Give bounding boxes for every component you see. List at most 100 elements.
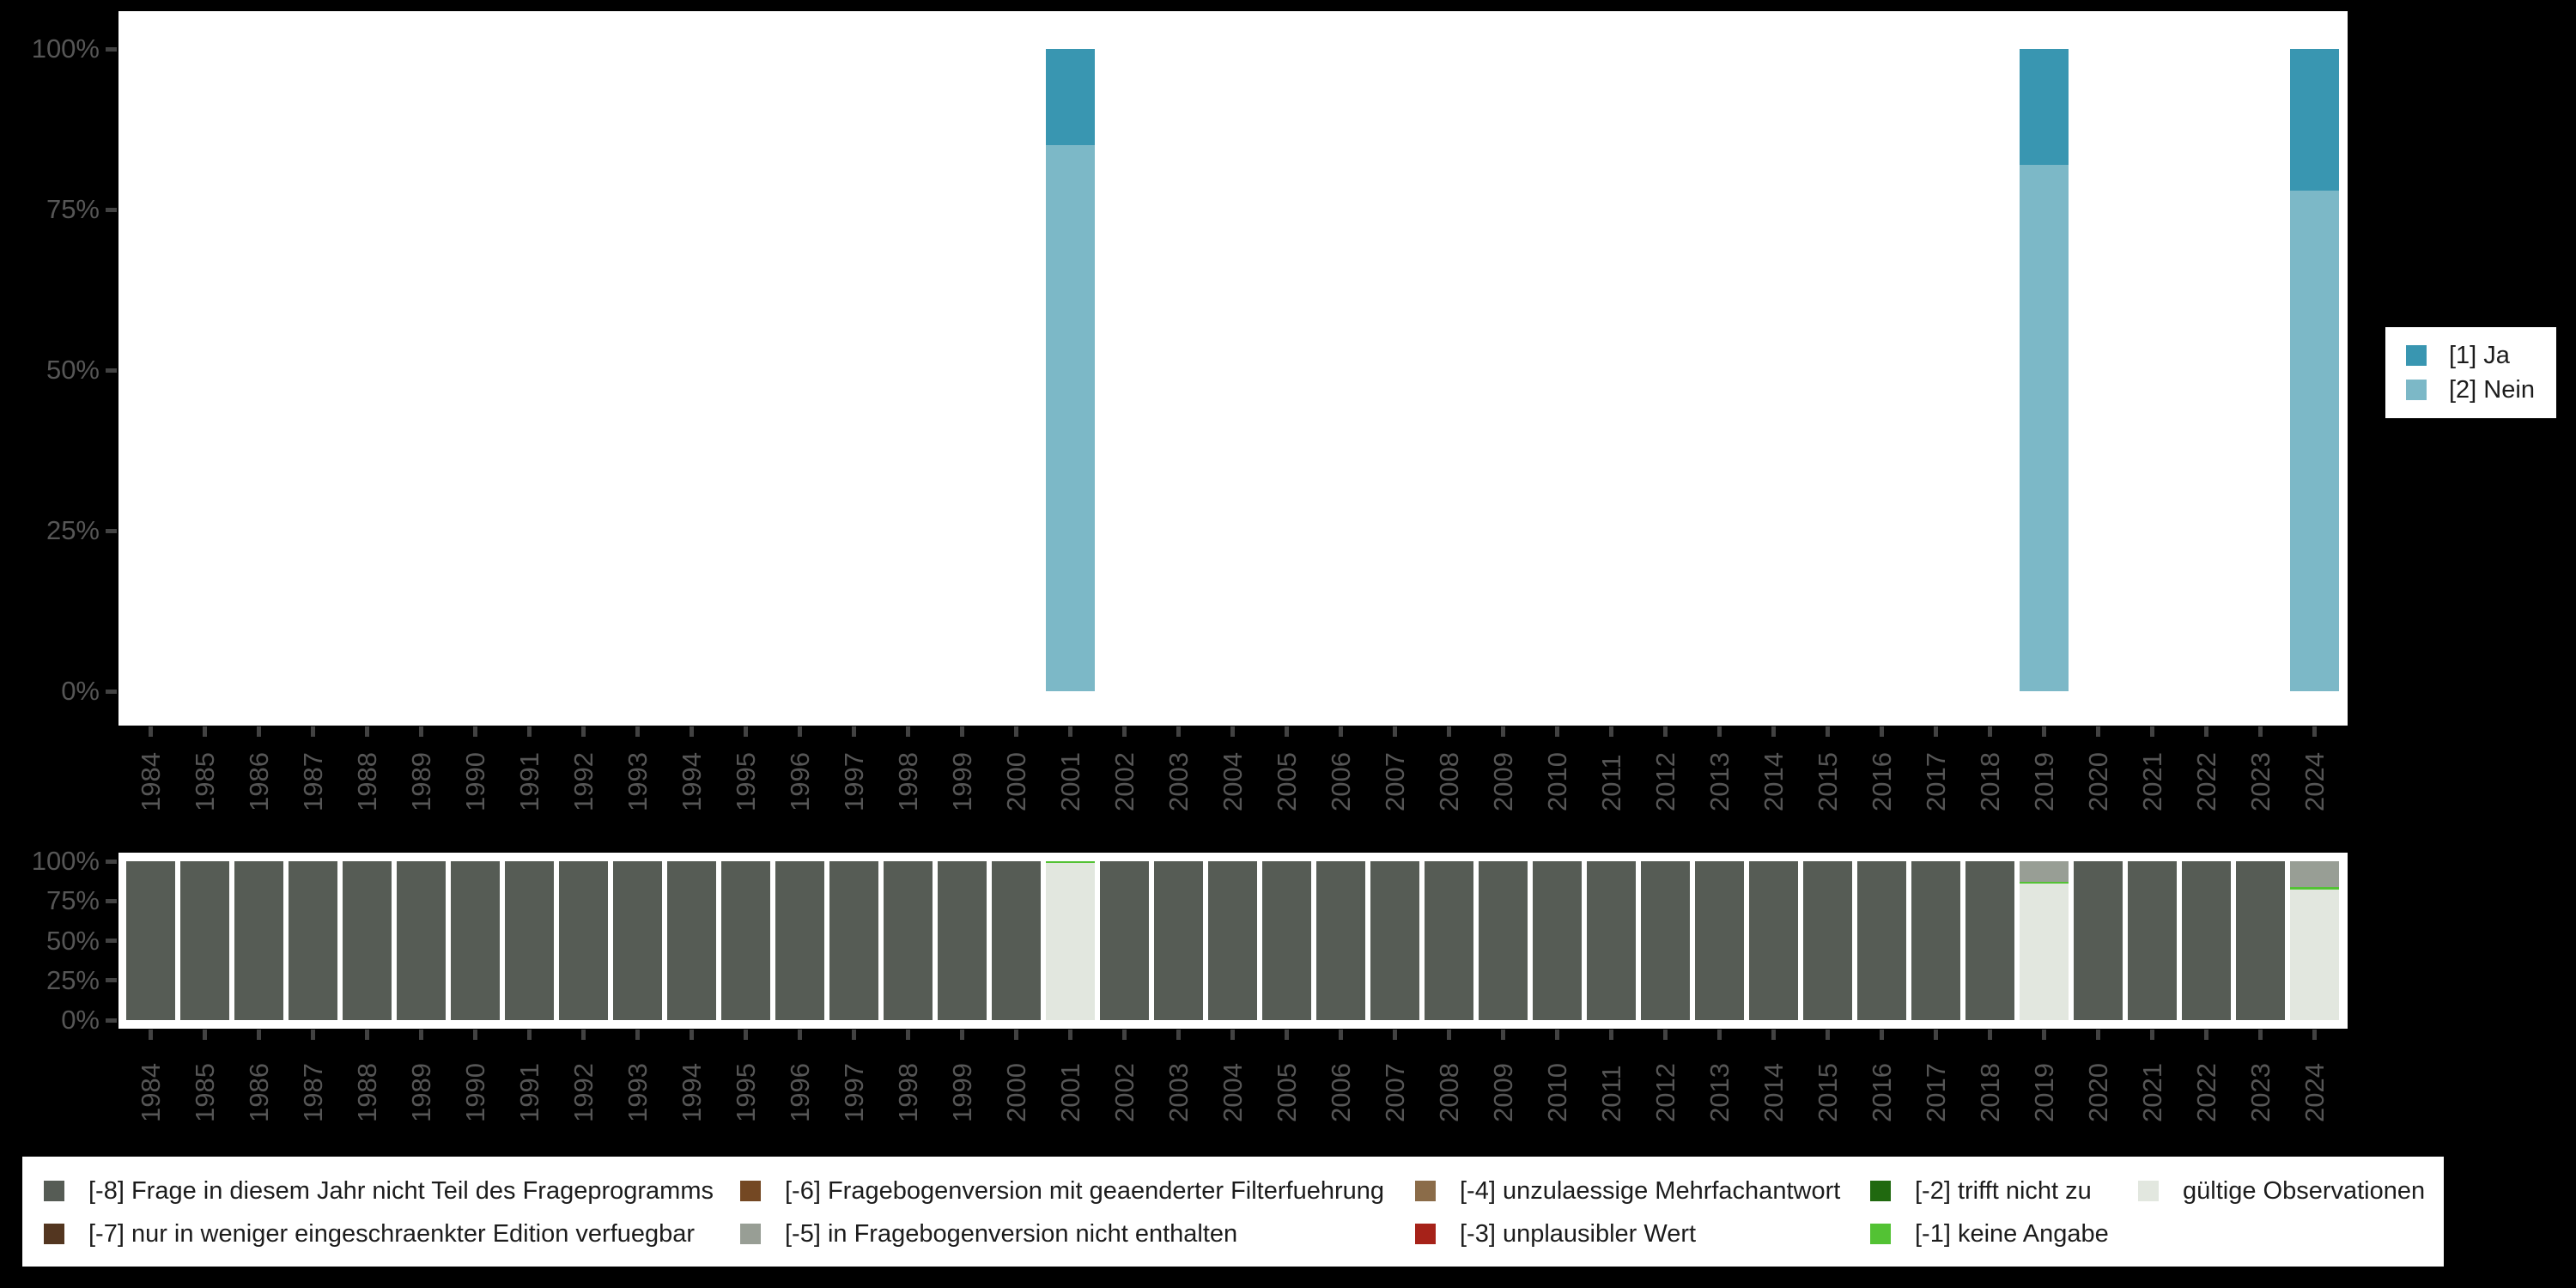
x-tick-label: 2020 xyxy=(2082,752,2113,811)
bar-segment xyxy=(1425,861,1474,1020)
x-tick-label: 2006 xyxy=(1325,752,1356,811)
x-tick xyxy=(2096,1030,2101,1040)
bar-segment xyxy=(2020,883,2069,1020)
x-tick-label: 1999 xyxy=(946,752,977,811)
x-tick xyxy=(1501,726,1506,737)
bar-segment xyxy=(505,861,555,1020)
legend-swatch xyxy=(1870,1224,1891,1244)
x-tick xyxy=(1339,1030,1344,1040)
x-tick-label: 2023 xyxy=(2245,1063,2275,1122)
x-tick xyxy=(1285,726,1290,737)
x-tick-label: 2001 xyxy=(1054,752,1085,811)
bar-segment xyxy=(1154,861,1204,1020)
legend-swatch xyxy=(740,1181,761,1201)
x-tick-label: 2002 xyxy=(1109,1063,1139,1122)
legend-swatch xyxy=(740,1224,761,1244)
bar-segment xyxy=(1208,861,1258,1020)
y-tick xyxy=(106,46,117,52)
x-tick xyxy=(906,1030,911,1040)
x-tick xyxy=(365,726,370,737)
x-tick-label: 2000 xyxy=(1000,752,1031,811)
x-tick-label: 1989 xyxy=(405,752,436,811)
x-tick xyxy=(1068,726,1073,737)
x-tick xyxy=(419,1030,424,1040)
x-tick xyxy=(798,1030,803,1040)
bar-segment xyxy=(775,861,825,1020)
y-tick-label: 0% xyxy=(61,1005,100,1035)
x-tick xyxy=(311,726,316,737)
bar-segment xyxy=(2020,164,2069,691)
x-tick-label: 2005 xyxy=(1271,1063,1302,1122)
bar-segment xyxy=(2290,890,2340,1020)
legend-label: [-7] nur in weniger eingeschraenkter Edi… xyxy=(88,1219,696,1248)
x-tick-label: 2016 xyxy=(1866,1063,1897,1122)
x-tick xyxy=(690,726,695,737)
legend-label: [-4] unzulaessige Mehrfachantwort xyxy=(1460,1176,1841,1205)
bar-segment xyxy=(1803,861,1853,1020)
bar-segment xyxy=(180,861,230,1020)
x-tick-label: 2015 xyxy=(1812,752,1843,811)
x-tick-label: 1996 xyxy=(784,752,815,811)
legend-item: [-7] nur in weniger eingeschraenkter Edi… xyxy=(44,1220,695,1248)
x-tick-label: 1994 xyxy=(676,1063,707,1122)
x-tick-label: 1991 xyxy=(513,1063,544,1122)
x-tick xyxy=(1717,726,1722,737)
legend-swatch xyxy=(2406,380,2427,400)
x-tick-label: 2002 xyxy=(1109,752,1139,811)
legend-label: [1] Ja xyxy=(2449,341,2510,369)
x-tick-label: 2004 xyxy=(1217,1063,1248,1122)
x-tick-label: 1998 xyxy=(892,752,923,811)
x-tick-label: 2011 xyxy=(1595,754,1626,811)
bar-segment xyxy=(234,861,284,1020)
bar-segment xyxy=(451,861,501,1020)
y-tick xyxy=(106,689,117,694)
bar-segment xyxy=(1533,861,1583,1020)
x-tick-label: 1994 xyxy=(676,752,707,811)
bar-segment xyxy=(2074,861,2123,1020)
answers-legend: [1] Ja [2] Nein xyxy=(2385,327,2556,418)
x-tick xyxy=(2258,726,2263,737)
bar-segment xyxy=(829,861,879,1020)
y-tick-label: 50% xyxy=(46,925,100,956)
legend-label: [-5] in Fragebogenversion nicht enthalte… xyxy=(785,1219,1238,1248)
x-tick xyxy=(257,1030,262,1040)
legend-item: [-1] keine Angabe xyxy=(1870,1220,2109,1248)
bar-segment xyxy=(397,861,447,1020)
bar-segment xyxy=(2236,861,2286,1020)
x-tick-label: 1987 xyxy=(297,752,328,811)
x-tick xyxy=(1880,1030,1885,1040)
y-tick-label: 25% xyxy=(46,515,100,545)
legend-item: [-2] trifft nicht zu xyxy=(1870,1177,2092,1205)
bar-segment xyxy=(1857,861,1907,1020)
x-tick-label: 1993 xyxy=(622,752,653,811)
x-tick xyxy=(2312,1030,2318,1040)
x-tick-label: 1997 xyxy=(838,1063,869,1122)
x-tick-label: 2018 xyxy=(1974,1063,2005,1122)
x-tick xyxy=(311,1030,316,1040)
x-tick xyxy=(149,726,154,737)
legend-swatch xyxy=(44,1181,64,1201)
x-tick xyxy=(581,1030,586,1040)
bar-segment xyxy=(2020,861,2069,883)
bar-segment xyxy=(2290,190,2340,691)
x-tick xyxy=(1609,1030,1614,1040)
bar-segment xyxy=(2182,861,2232,1020)
frequency-chart-panel xyxy=(118,11,2348,726)
x-tick xyxy=(1447,1030,1452,1040)
x-tick xyxy=(527,1030,532,1040)
y-tick-label: 100% xyxy=(31,33,100,64)
x-tick xyxy=(1230,1030,1236,1040)
x-tick xyxy=(1014,1030,1019,1040)
x-tick xyxy=(365,1030,370,1040)
x-tick-label: 1996 xyxy=(784,1063,815,1122)
x-tick-label: 1995 xyxy=(730,752,761,811)
legend-item: gültige Observationen xyxy=(2138,1177,2425,1205)
x-tick xyxy=(527,726,532,737)
legend-label: [-2] trifft nicht zu xyxy=(1915,1176,2092,1205)
x-tick-label: 1990 xyxy=(459,752,490,811)
x-tick-label: 1999 xyxy=(946,1063,977,1122)
x-tick xyxy=(2204,1030,2209,1040)
bar-segment xyxy=(1046,862,1096,1020)
x-tick-label: 2004 xyxy=(1217,752,1248,811)
